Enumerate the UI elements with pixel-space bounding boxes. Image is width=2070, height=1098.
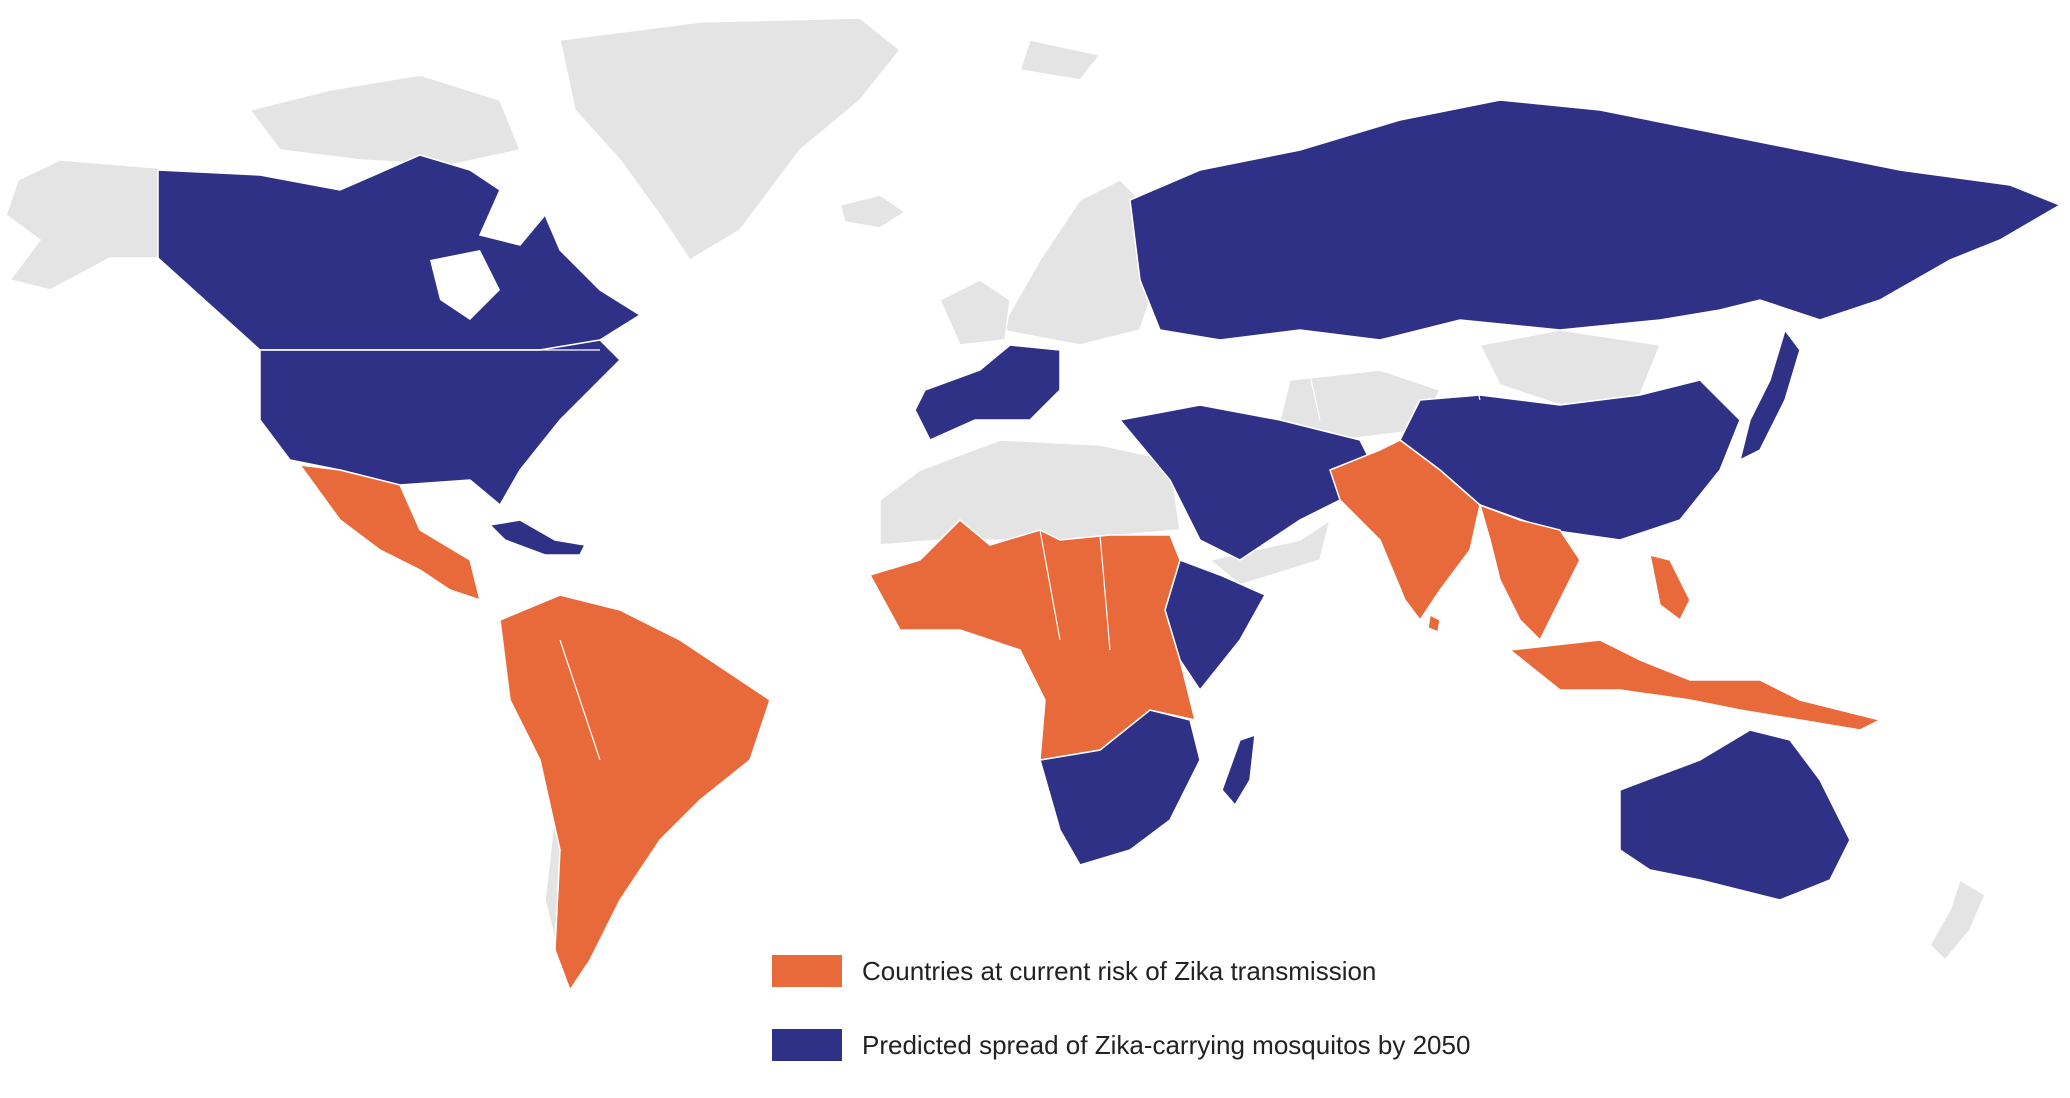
map-legend: Countries at current risk of Zika transm… [772, 950, 1470, 1098]
mexico-central-america [298, 464, 482, 602]
indonesia-philippines [1508, 639, 1883, 731]
legend-label-predicted-spread: Predicted spread of Zika-carrying mosqui… [862, 1029, 1471, 1060]
mongolia [1478, 329, 1662, 406]
world-map [5, 17, 2062, 992]
madagascar [1221, 733, 1256, 807]
west-central-africa [868, 518, 1197, 761]
russia [1129, 99, 2062, 341]
japan [1738, 328, 1801, 462]
australia [1619, 729, 1851, 901]
canadian-arctic-islands [248, 74, 522, 166]
south-america [499, 594, 771, 992]
hudson-bay [430, 250, 500, 320]
greenland [559, 17, 902, 262]
alaska [5, 159, 159, 291]
arabian-peninsula-south [1208, 518, 1332, 586]
canada [157, 154, 642, 351]
usa [259, 339, 622, 507]
iceland [839, 194, 907, 229]
southeast-asia [1478, 503, 1581, 642]
legend-item-predicted-spread: Predicted spread of Zika-carrying mosqui… [772, 1024, 1470, 1066]
north-africa [879, 439, 1181, 546]
western-europe-blue [914, 344, 1061, 441]
legend-label-current-risk: Countries at current risk of Zika transm… [862, 955, 1377, 986]
caribbean-islands [488, 519, 587, 556]
legend-item-current-risk: Countries at current risk of Zika transm… [772, 950, 1470, 992]
legend-swatch-current-risk [772, 955, 842, 987]
country-borders [260, 319, 1481, 761]
western-europe [939, 279, 1011, 346]
philippines [1649, 553, 1691, 622]
antarctic-islands [1019, 39, 1102, 81]
new-zealand [1929, 878, 1986, 962]
legend-swatch-predicted-spread [772, 1029, 842, 1061]
sri-lanka [1427, 613, 1441, 634]
south-asia [1329, 439, 1481, 622]
